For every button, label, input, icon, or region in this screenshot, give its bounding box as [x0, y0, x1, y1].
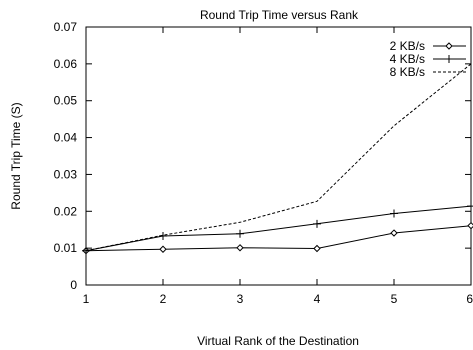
series-2 — [82, 202, 473, 255]
legend-label: 2 KB/s — [390, 39, 425, 53]
x-tick-label: 2 — [160, 292, 167, 306]
series-layer — [82, 63, 473, 255]
legend-marker — [445, 55, 453, 63]
series-line — [85, 225, 472, 252]
data-point — [236, 229, 244, 238]
legend-label: 4 KB/s — [390, 52, 425, 66]
series-line — [85, 205, 472, 252]
y-tick-label: 0.05 — [54, 94, 78, 108]
x-tick-label: 4 — [314, 292, 321, 306]
data-point — [313, 219, 321, 228]
legend-label: 8 KB/s — [390, 65, 425, 79]
data-point — [159, 245, 167, 253]
y-tick-label: 0.01 — [54, 241, 78, 255]
data-point — [236, 244, 244, 252]
x-tick-label: 1 — [83, 292, 90, 306]
x-tick-label: 6 — [466, 292, 473, 306]
plot-frame — [85, 26, 472, 286]
y-tick-label: 0.03 — [54, 167, 78, 181]
y-tick-label: 0.04 — [54, 131, 78, 145]
data-point — [467, 202, 473, 211]
legend-marker — [445, 42, 453, 50]
x-axis: 1 2 3 4 5 6 — [83, 27, 473, 306]
series-1 — [82, 221, 473, 255]
chart-title: Round Trip Time versus Rank — [200, 8, 359, 22]
series-3 — [85, 63, 472, 252]
y-tick-label: 0.06 — [54, 57, 78, 71]
legend: 2 KB/s4 KB/s8 KB/s — [390, 39, 466, 79]
data-point — [390, 209, 398, 218]
series-line — [85, 63, 472, 252]
y-axis-label: Round Trip Time (S) — [9, 102, 23, 209]
data-point — [313, 244, 321, 253]
y-tick-label: 0.02 — [54, 204, 78, 218]
x-tick-label: 5 — [391, 292, 398, 306]
y-tick-label: 0 — [70, 278, 77, 292]
x-axis-label: Virtual Rank of the Destination — [197, 334, 359, 348]
data-point — [467, 221, 473, 230]
data-point — [82, 246, 90, 255]
y-axis: 0 0.01 0.02 0.03 0.04 0.05 0.06 0.07 — [54, 20, 471, 292]
data-point — [390, 229, 398, 237]
y-tick-label: 0.07 — [54, 20, 78, 34]
x-tick-label: 3 — [237, 292, 244, 306]
